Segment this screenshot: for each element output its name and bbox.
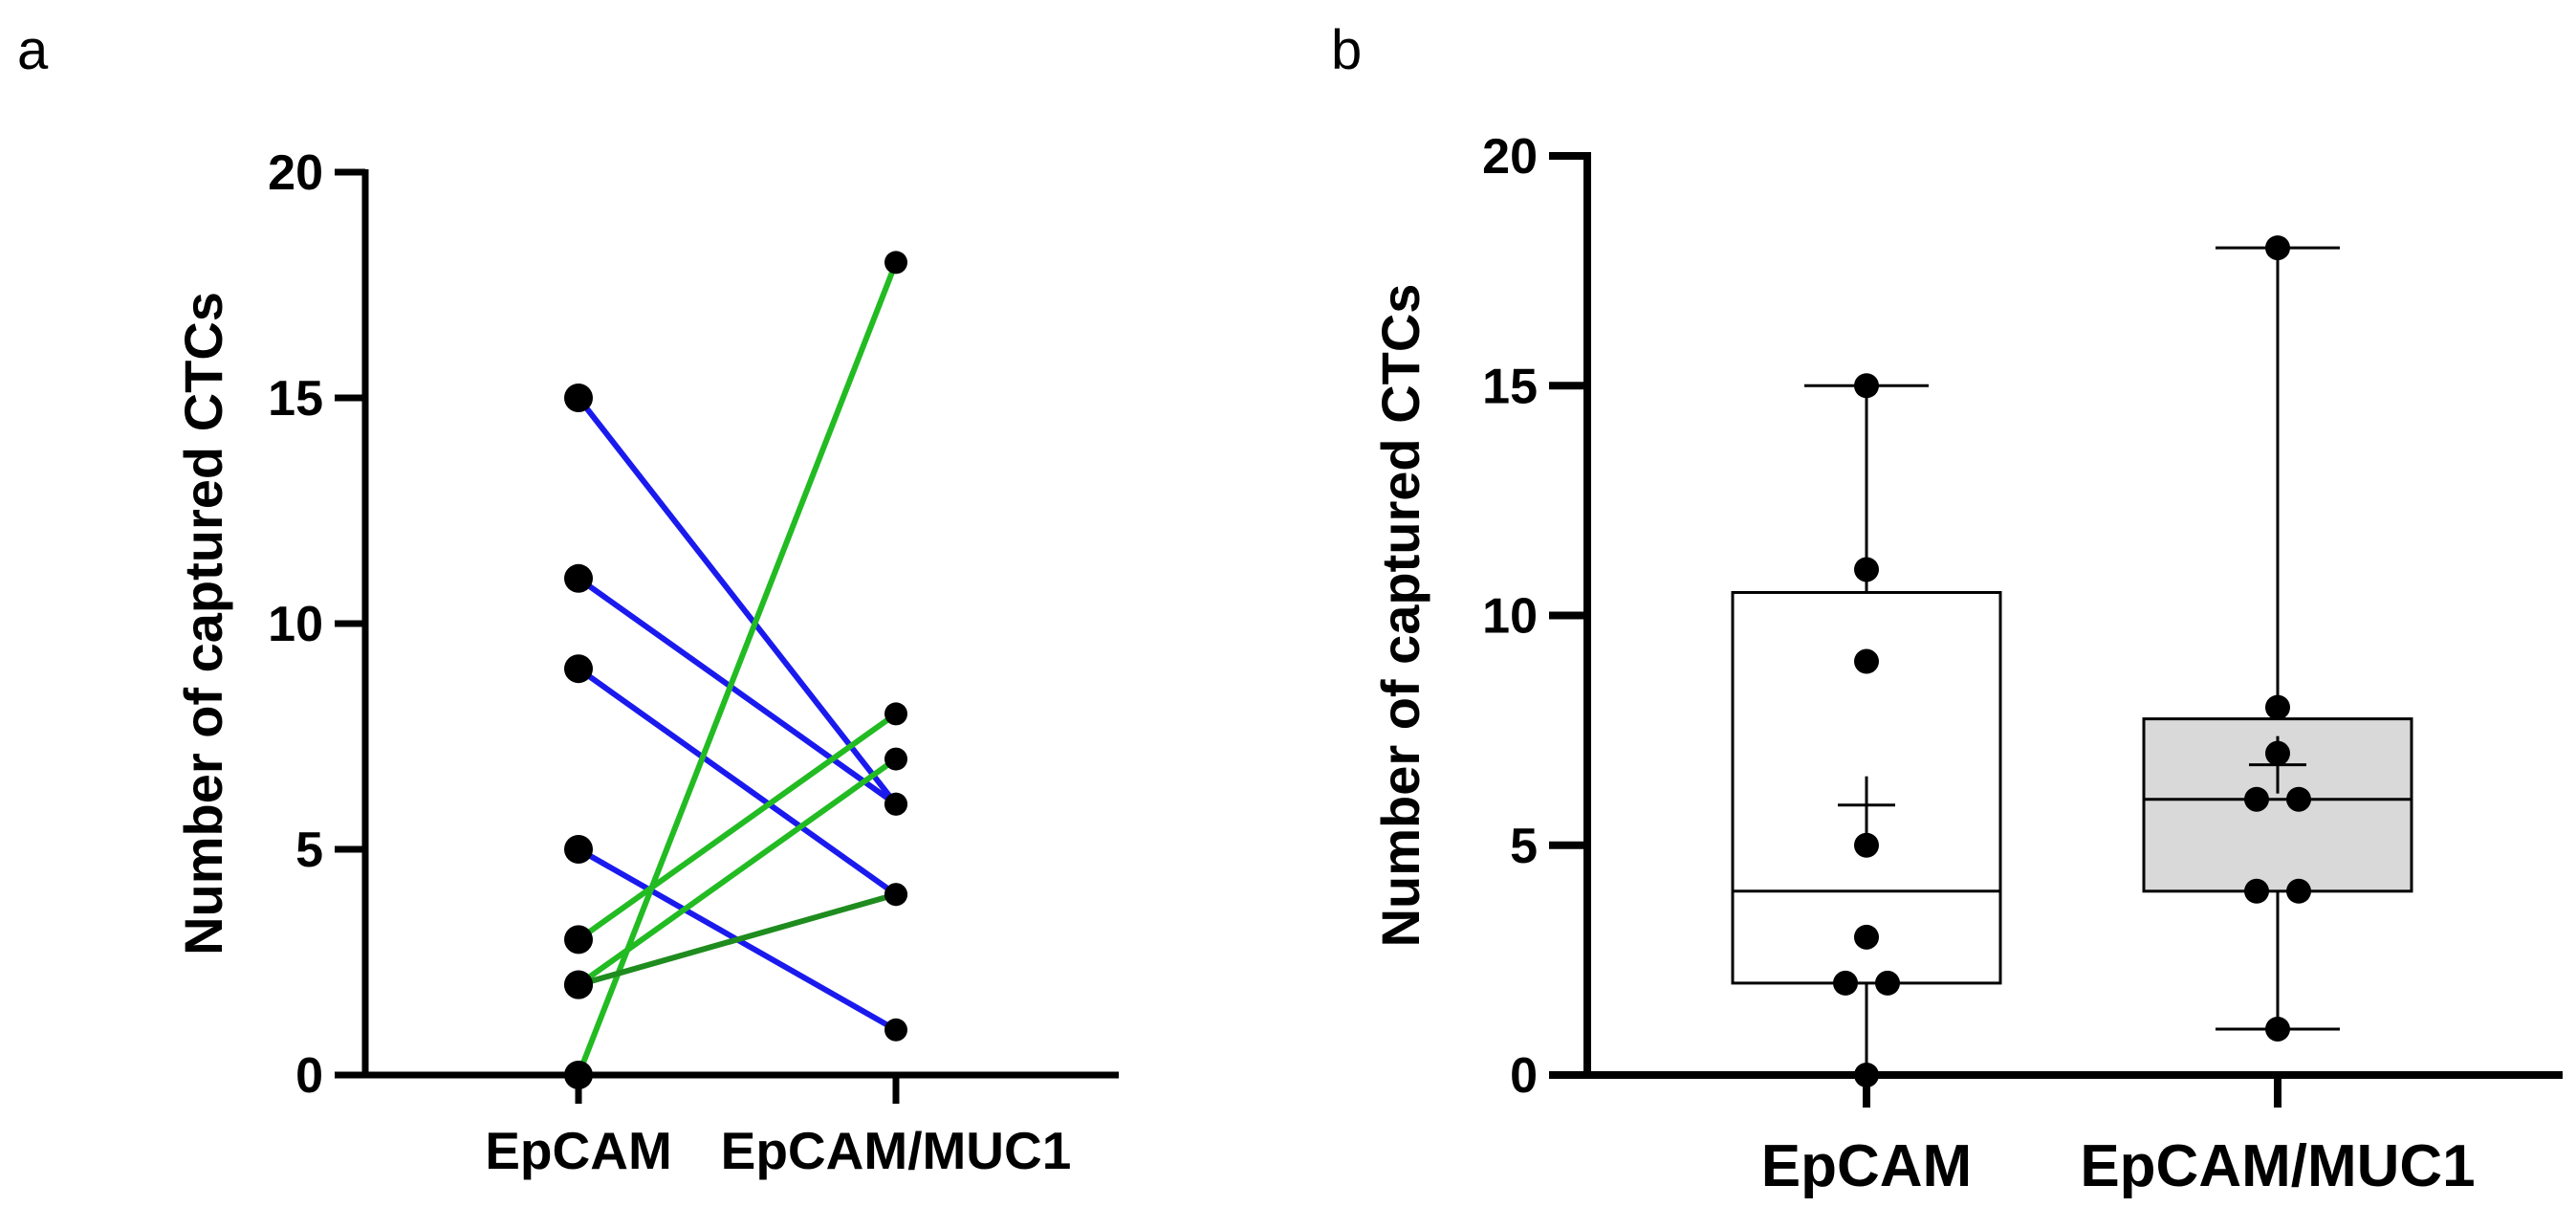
panel-a-point-epcam-muc1	[884, 251, 907, 274]
panel-a-y-tick-label: 15	[268, 371, 323, 427]
panel-b-box-group	[1731, 384, 2002, 1077]
panel-a-point-epcam	[564, 835, 593, 864]
panel-a-point-epcam-muc1	[884, 702, 907, 726]
panel-b-data-point	[2244, 786, 2269, 812]
panel-b-y-tick-label: 10	[1482, 589, 1538, 645]
panel-b-y-axis-label: Number of captured CTCs	[1370, 284, 1430, 948]
panel-b-data-point	[2265, 235, 2290, 261]
panel-b-data-point	[1875, 970, 1900, 996]
panel-b-x-tick-label: EpCAM	[1761, 1133, 1972, 1199]
panel-a-x-tick-label: EpCAM	[485, 1121, 672, 1180]
panel-b-data-point	[2265, 694, 2290, 720]
panel-a-pair-line	[578, 891, 897, 988]
panel-letter-a: a	[17, 19, 49, 81]
panel-a-y-axis-label: Number of captured CTCs	[173, 292, 233, 955]
panel-b-data-point	[2265, 740, 2290, 766]
panel-a-pair-line	[577, 576, 898, 807]
panel-a-point-epcam-muc1	[884, 792, 907, 816]
panel-a-y-tick-label: 5	[295, 823, 323, 878]
panel-b-chart: 0 5 10 15 20 EpCAM EpCAM/MUC1 Number of captu…	[1370, 129, 2563, 1199]
panel-b-x-tick-label: EpCAM/MUC1	[2080, 1133, 2475, 1199]
panel-a-point-epcam	[564, 563, 593, 593]
panel-a-point-epcam-muc1	[884, 747, 907, 771]
panel-b-y-tick-label: 20	[1482, 129, 1538, 185]
panel-a-x-tick-label: EpCAM/MUC1	[721, 1121, 1072, 1180]
panel-a-pair-line	[576, 261, 899, 1077]
panel-b-data-point	[1854, 373, 1879, 399]
panel-letter-b: b	[1331, 19, 1362, 81]
panel-a-point-epcam	[564, 384, 593, 412]
panel-a-y-tick-label: 10	[268, 597, 323, 652]
panel-b-data-point	[1854, 557, 1879, 582]
panel-a-pair-line	[577, 711, 898, 942]
panel-b-data-point	[2244, 878, 2269, 904]
panel-b-data-point	[1833, 970, 1858, 996]
panel-b-y-tick-label: 5	[1510, 819, 1538, 874]
panel-a-point-epcam	[564, 925, 593, 955]
panel-a-point-epcam-muc1	[884, 883, 907, 907]
panel-a-pair-line	[576, 396, 899, 806]
panel-a-point-epcam	[564, 970, 593, 999]
panel-a-y-tick-label: 20	[268, 145, 323, 201]
panel-b-data-point	[1854, 648, 1879, 674]
panel-b-data-point	[2265, 1016, 2290, 1042]
panel-a-point-epcam-muc1	[884, 1018, 907, 1042]
panel-b-y-tick-label: 15	[1482, 359, 1538, 414]
panel-b-data-point	[2286, 786, 2311, 812]
panel-a-pair-line	[577, 757, 898, 988]
panel-b-data-point	[2286, 878, 2311, 904]
panel-a-point-epcam	[564, 654, 593, 684]
panel-a-chart: 0 5 10 15 20 EpCAM EpCAM/MUC1 Number of captu…	[173, 145, 1119, 1180]
panel-b-box-group	[2142, 246, 2413, 1031]
panel-b-data-point	[1854, 924, 1879, 950]
panel-a-pair-line	[577, 666, 898, 897]
panel-a-y-tick-label: 0	[295, 1048, 323, 1104]
panel-b-y-tick-label: 0	[1510, 1048, 1538, 1104]
panel-b-data-point	[1854, 832, 1879, 858]
